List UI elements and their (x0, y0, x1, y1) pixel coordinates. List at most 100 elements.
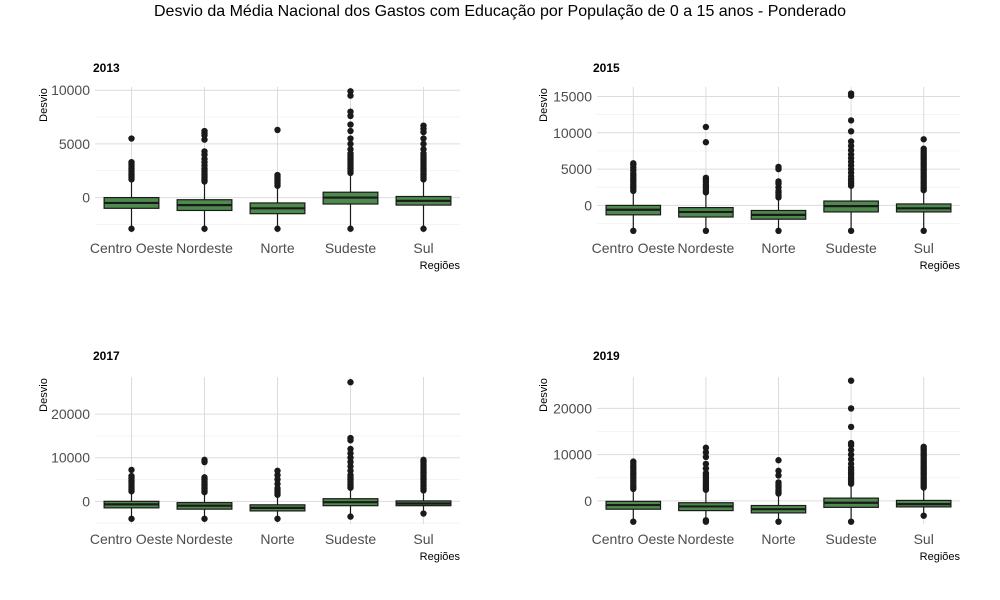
x-tick-label: Sudeste (325, 531, 377, 547)
x-tick-label: Nordeste (677, 240, 734, 256)
outlier-point (347, 127, 354, 135)
outlier-point (420, 225, 427, 232)
x-tick-label: Nordeste (677, 531, 734, 547)
x-tick-label: Norte (761, 531, 795, 547)
outlier-point (201, 225, 208, 232)
outlier-point (847, 128, 855, 135)
y-tick-label: 0 (584, 493, 592, 509)
outlier-point (347, 135, 354, 142)
y-tick-label: 10000 (553, 125, 592, 141)
panel-2015: 0 5000 10000 15000 Centro Oeste Nordeste Norte… (538, 61, 960, 272)
x-tick-label: Sudeste (825, 531, 877, 547)
x-tick-label: Centro Oeste (592, 240, 675, 256)
outlier-point (847, 117, 855, 124)
x-tick-label: Centro Oeste (592, 531, 675, 547)
y-tick-label: 5000 (59, 136, 90, 152)
outlier-point (347, 379, 354, 386)
outlier-point (347, 445, 354, 453)
y-tick-label: 0 (82, 190, 90, 206)
outlier-point (920, 512, 927, 519)
outlier-point (920, 443, 927, 451)
outlier-point (420, 135, 427, 142)
outlier-point (847, 439, 855, 447)
outlier-point (775, 178, 782, 185)
outlier-point (420, 146, 427, 153)
y-axis-label: Desvio (538, 88, 550, 122)
outlier-point (420, 122, 427, 129)
y-tick-label: 20000 (553, 400, 592, 416)
x-tick-label: Centro Oeste (90, 240, 173, 256)
outlier-point (201, 456, 208, 464)
y-tick-label: 5000 (561, 161, 592, 177)
outlier-point (347, 146, 354, 153)
outlier-point (775, 227, 782, 235)
outlier-point (847, 90, 855, 97)
outlier-point (347, 140, 354, 148)
y-axis-label: Desvio (538, 378, 550, 412)
outlier-point (274, 171, 281, 179)
y-tick-label: 0 (584, 197, 592, 213)
outlier-point (128, 158, 135, 166)
outlier-point (630, 160, 637, 167)
x-tick-label: Norte (260, 531, 294, 547)
outlier-point (775, 479, 782, 486)
panel-title: 2019 (593, 349, 620, 363)
outlier-point (630, 458, 637, 465)
outlier-point (702, 469, 710, 477)
outlier-point (201, 474, 208, 481)
panel-2019: 0 10000 20000 Centro Oeste Nordeste Norte Sude… (538, 349, 960, 563)
x-axis-label: Regiões (420, 551, 461, 563)
x-tick-label: Sudeste (825, 240, 877, 256)
outlier-point (920, 227, 927, 235)
outlier-point (420, 456, 427, 464)
outlier-point (201, 515, 208, 522)
outlier-point (702, 227, 710, 235)
outlier-point (775, 467, 782, 475)
outlier-point (420, 510, 427, 517)
y-tick-label: 10000 (553, 447, 592, 463)
outlier-point (702, 449, 710, 456)
outlier-point (847, 423, 855, 431)
outlier-point (702, 453, 710, 461)
outlier-point (201, 148, 208, 155)
chart-title: Desvio da Média Nacional dos Gastos com … (154, 3, 846, 20)
outlier-point (702, 174, 710, 181)
outlier-point (847, 138, 855, 145)
outlier-point (702, 123, 710, 131)
outlier-point (274, 467, 281, 474)
outlier-point (128, 515, 135, 522)
x-tick-label: Norte (761, 240, 795, 256)
outlier-point (702, 139, 710, 146)
x-axis-label: Regiões (920, 260, 961, 272)
outlier-point (702, 460, 710, 468)
panel-2017: 0 10000 20000 Centro Oeste Nordeste Norte Sude… (38, 349, 460, 563)
y-tick-label: 15000 (553, 88, 592, 104)
y-tick-label: 10000 (51, 450, 90, 466)
x-axis-label: Regiões (920, 551, 961, 563)
panel-title: 2013 (93, 61, 120, 75)
outlier-point (347, 434, 354, 442)
x-tick-label: Norte (260, 240, 294, 256)
outlier-point (847, 460, 855, 468)
outlier-point (847, 518, 855, 525)
outlier-point (274, 515, 281, 522)
outlier-point (702, 517, 710, 524)
outlier-point (347, 121, 354, 128)
outlier-point (775, 457, 782, 464)
x-tick-label: Sul (413, 531, 433, 547)
outlier-point (630, 227, 637, 235)
outlier-point (847, 446, 855, 454)
panel-title: 2017 (93, 349, 120, 363)
outlier-point (775, 518, 782, 525)
outlier-point (775, 472, 782, 479)
y-tick-label: 10000 (51, 82, 90, 98)
outlier-point (847, 451, 855, 458)
outlier-point (347, 225, 354, 232)
outlier-point (920, 136, 927, 143)
x-tick-label: Nordeste (176, 531, 233, 547)
outlier-point (128, 135, 135, 142)
x-tick-label: Centro Oeste (90, 531, 173, 547)
outlier-point (128, 225, 135, 232)
outlier-point (347, 513, 354, 520)
